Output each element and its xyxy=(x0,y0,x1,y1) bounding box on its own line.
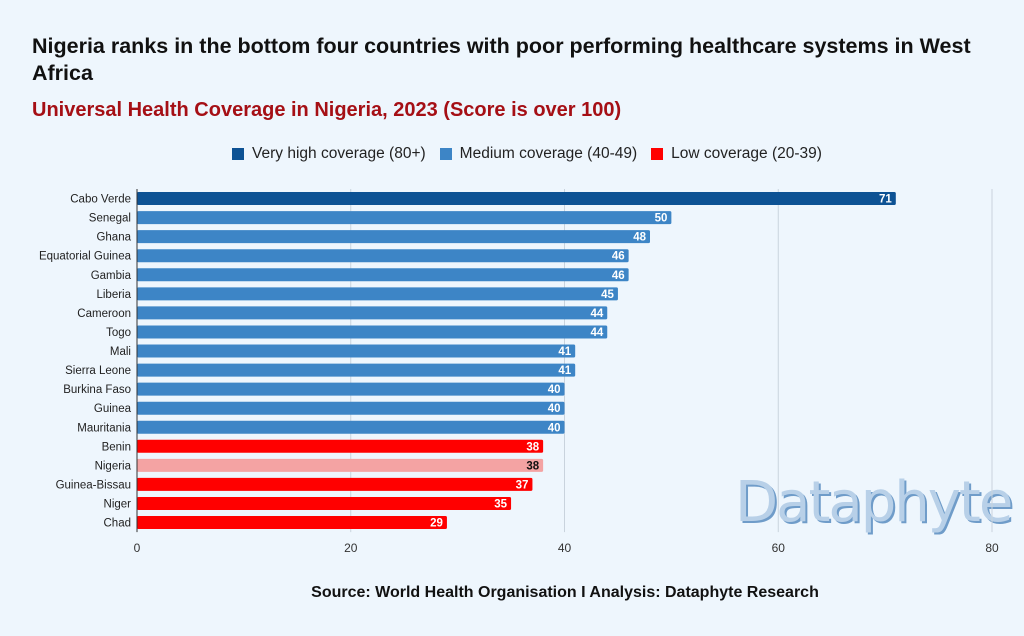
bar xyxy=(137,496,512,510)
y-category-label: Burkina Faso xyxy=(63,384,131,396)
bar xyxy=(137,211,672,225)
y-category-label: Guinea-Bissau xyxy=(56,479,131,491)
bar xyxy=(137,249,629,263)
legend-swatch xyxy=(439,148,452,160)
y-category-label: Cameroon xyxy=(77,308,131,320)
bar xyxy=(137,477,533,491)
data-label: 35 xyxy=(494,498,507,510)
y-category-label: Sierra Leone xyxy=(65,365,131,377)
data-label: 71 xyxy=(879,194,892,206)
y-category-label: Gambia xyxy=(91,270,132,282)
bar xyxy=(137,230,650,244)
bar xyxy=(137,516,447,530)
legend-swatch xyxy=(232,148,245,160)
bar xyxy=(137,401,565,415)
data-label: 38 xyxy=(526,441,539,453)
bar xyxy=(137,344,576,358)
source-note: Source: World Health Organisation I Anal… xyxy=(311,584,819,601)
bar xyxy=(137,382,565,396)
x-tick-label: 60 xyxy=(772,541,786,555)
bar xyxy=(137,268,629,282)
data-label: 37 xyxy=(516,479,529,491)
legend-item-very-high: Very high coverage (80+) xyxy=(232,145,426,163)
bar xyxy=(137,439,544,453)
data-label: 40 xyxy=(548,384,561,396)
legend-item-medium: Medium coverage (40-49) xyxy=(439,145,638,163)
chart-title: Nigeria ranks in the bottom four countri… xyxy=(32,34,971,85)
chart-subtitle: Universal Health Coverage in Nigeria, 20… xyxy=(32,99,622,121)
bar xyxy=(137,306,608,320)
data-label: 50 xyxy=(655,213,668,225)
x-tick-label: 20 xyxy=(344,541,358,555)
bar xyxy=(137,192,896,206)
data-label: 40 xyxy=(548,422,561,434)
y-category-label: Nigeria xyxy=(95,460,132,472)
y-category-label: Equatorial Guinea xyxy=(39,251,132,263)
data-label: 41 xyxy=(558,346,571,358)
legend-label: Low coverage (20-39) xyxy=(671,145,822,162)
x-tick-label: 80 xyxy=(985,541,999,555)
data-label: 44 xyxy=(590,327,603,339)
x-tick-label: 0 xyxy=(134,541,141,555)
y-category-label: Senegal xyxy=(89,213,131,225)
bar xyxy=(137,287,618,301)
y-category-label: Liberia xyxy=(96,289,131,301)
x-tick-label: 40 xyxy=(558,541,572,555)
data-label: 46 xyxy=(612,251,625,263)
data-label: 41 xyxy=(558,365,571,377)
y-category-label: Benin xyxy=(102,441,131,453)
y-category-label: Mauritania xyxy=(77,422,131,434)
data-label: 38 xyxy=(526,460,539,472)
dataphyte-watermark: Dataphyte xyxy=(735,470,1013,535)
legend-swatch xyxy=(651,148,664,160)
legend-label: Very high coverage (80+) xyxy=(252,145,426,162)
y-category-label: Togo xyxy=(106,327,131,339)
bar xyxy=(137,458,544,472)
legend: Very high coverage (80+) Medium coverage… xyxy=(0,145,1024,163)
y-category-label: Cabo Verde xyxy=(70,194,131,206)
data-label: 45 xyxy=(601,289,614,301)
y-category-label: Niger xyxy=(104,498,132,510)
data-label: 29 xyxy=(430,518,443,530)
y-category-label: Chad xyxy=(104,518,132,530)
bar xyxy=(137,420,565,434)
bar xyxy=(137,325,608,339)
data-label: 44 xyxy=(590,308,603,320)
data-label: 40 xyxy=(548,403,561,415)
y-category-label: Mali xyxy=(110,346,131,358)
legend-item-low: Low coverage (20-39) xyxy=(651,145,822,163)
legend-label: Medium coverage (40-49) xyxy=(459,145,638,162)
data-label: 46 xyxy=(612,270,625,282)
y-category-label: Ghana xyxy=(96,232,131,244)
bar xyxy=(137,363,576,377)
data-label: 48 xyxy=(633,232,646,244)
y-category-label: Guinea xyxy=(94,403,132,415)
